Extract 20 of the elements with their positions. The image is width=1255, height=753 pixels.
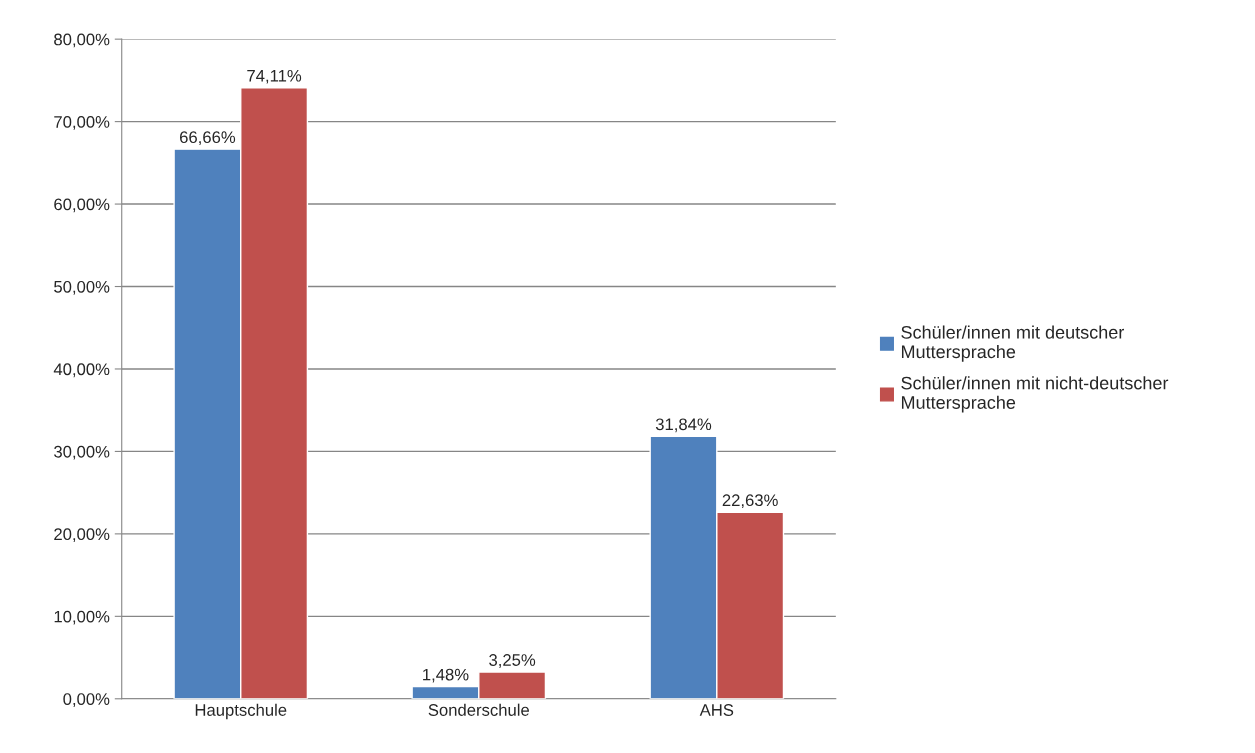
y-tick-label: 50,00%: [54, 280, 110, 295]
data-label: 3,25%: [489, 654, 536, 668]
y-tick-label: 80,00%: [54, 33, 110, 48]
y-tick-label: 20,00%: [54, 528, 110, 543]
legend-label: Schüler/innen mit nicht-deutscher Muttersprache: [901, 376, 1169, 413]
data-label: 31,84%: [655, 418, 712, 433]
y-tick-label: 70,00%: [54, 116, 110, 130]
legend-label: Schüler/innen mit deutscher Muttersprache: [901, 325, 1125, 362]
data-label: 22,63%: [722, 494, 778, 509]
x-tick-label: AHS: [699, 704, 734, 716]
y-tick-label: 0,00%: [63, 693, 110, 707]
data-label: 1,48%: [423, 668, 469, 683]
y-tick-label: 40,00%: [53, 363, 110, 378]
y-tick-label: 30,00%: [54, 445, 110, 460]
x-tick-label: Sonderschule: [428, 703, 530, 716]
y-tick-label: 10,00%: [54, 610, 110, 625]
data-label: 74,11%: [247, 69, 302, 84]
x-tick-label: Hauptschule: [195, 703, 287, 720]
data-label: 66,66%: [180, 131, 236, 146]
y-tick-label: 60,00%: [54, 198, 110, 213]
